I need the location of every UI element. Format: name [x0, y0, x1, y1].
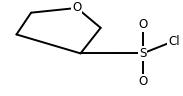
Text: O: O: [138, 19, 147, 31]
Text: O: O: [72, 1, 81, 14]
Text: O: O: [138, 75, 147, 88]
Text: Cl: Cl: [168, 35, 180, 48]
Text: S: S: [139, 47, 146, 60]
